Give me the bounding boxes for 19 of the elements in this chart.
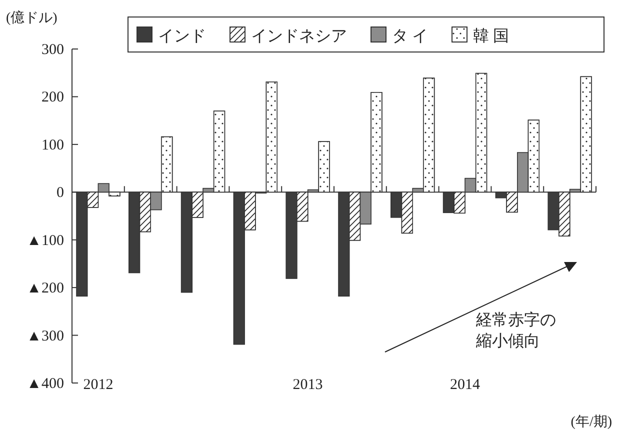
y-tick-label: 0 (56, 185, 64, 202)
y-tick-label: 300 (42, 42, 64, 58)
x-axis-title: (年/期) (570, 414, 612, 430)
text: インドネシア (251, 28, 347, 45)
x-tick-label: 2012 (83, 377, 114, 393)
y-tick-label: 200 (42, 90, 64, 106)
annotation: 経常赤字の (475, 311, 556, 329)
series-label: 韓 国 (473, 27, 509, 45)
x-tick-label: 2013 (292, 377, 323, 393)
legend-label: タ イ (392, 28, 428, 45)
y-tick-label: ▲100 (26, 232, 64, 249)
y-axis-title: (億ドル) (6, 10, 58, 26)
legend-label: インド (158, 28, 206, 45)
y-tick-label: ▲200 (26, 280, 64, 297)
x-tick-label: 2014 (450, 377, 480, 393)
y-tick-label: ▲300 (26, 328, 64, 344)
y-tick-label: ▲400 (26, 376, 64, 392)
annotation: 縮小傾向 (475, 332, 540, 350)
y-tick-label: 100 (42, 137, 64, 154)
